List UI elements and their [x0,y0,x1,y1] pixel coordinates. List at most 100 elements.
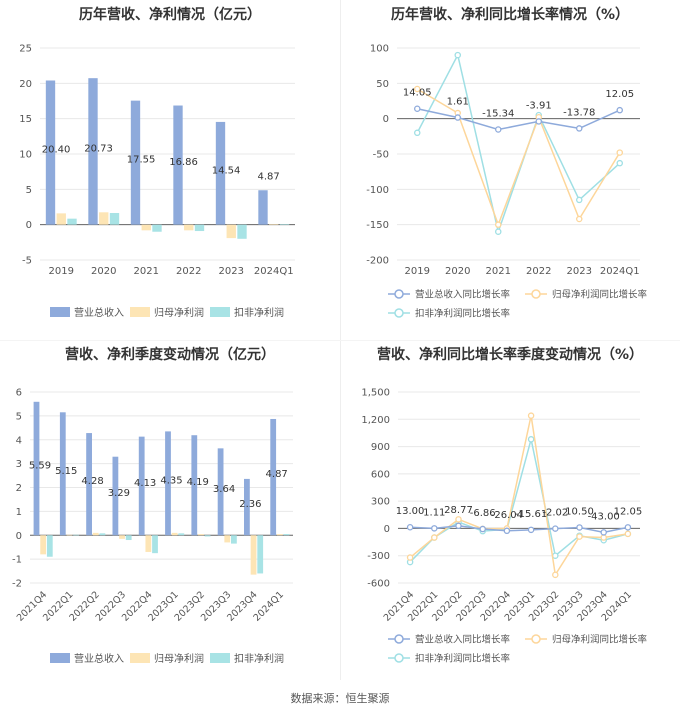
y-tick-label: 25 [19,44,32,55]
y-tick-label: 5 [26,185,32,196]
bar [141,224,151,231]
y-tick-label: 600 [371,469,390,480]
x-tick-label: 2024Q1 [254,266,294,277]
data-point [494,126,502,133]
data-point [455,516,462,523]
series-line [416,52,621,235]
chart-title: 历年营收、净利情况（亿元） [79,7,261,23]
bar [33,401,40,536]
data-label: 1.11 [423,507,445,518]
quarterly-revenue-profit-panel: 营收、净利季度变动情况（亿元） -2 -1 0 1 2 3 4 5 6 2021Q4 2022Q1 2… [0,340,340,680]
bar [258,190,268,225]
legend-marker [531,634,541,644]
bar [109,213,120,225]
data-label: 16.86 [169,157,198,168]
bar [138,436,145,536]
series-line [416,88,621,227]
data-label: 10.50 [565,506,594,517]
bar [184,224,194,231]
data-point [494,221,502,228]
data-label: -6.86 [470,508,496,519]
legend-swatch [130,307,150,317]
legend-swatch [50,653,70,663]
bar [224,535,231,543]
annual-revenue-profit-chart: -5 0 5 10 15 20 25 2019 2020 2021 2022 2023 2024Q1 20… [19,44,295,319]
data-point [527,436,535,443]
y-tick-label: 0 [26,220,32,231]
data-point [616,106,623,114]
data-point [494,228,502,235]
x-tick-label: 2021 [134,266,159,277]
data-point [616,159,623,167]
bar [165,431,171,536]
data-label: -3.91 [526,100,552,111]
bar [145,535,152,552]
data-point [600,534,607,541]
bar [231,535,237,544]
bar [244,478,250,536]
y-tick-label: 5 [16,411,22,422]
bar [112,456,119,536]
data-point [406,554,414,561]
legend-swatch [210,653,230,663]
bar [178,533,185,536]
legend-label: 归母净利润 [154,306,204,319]
x-tick-label: 2019 [49,266,74,277]
data-point [535,118,542,125]
bar [283,534,290,536]
data-point [552,525,559,532]
y-tick-label: 300 [371,497,390,508]
data-label: 3.64 [213,484,235,495]
chart-title: 营收、净利同比增长率季度变动情况（%） [376,347,644,363]
y-tick-label: -600 [367,579,390,590]
data-point [455,522,462,530]
data-label: -43.00 [588,511,620,522]
legend-swatch [50,307,70,317]
data-point [527,412,535,419]
data-label: 12.05 [614,506,643,517]
data-label: 20.40 [42,145,71,156]
data-label: -2.02 [542,508,568,519]
x-tick-label: 2020 [445,266,470,277]
bar [217,448,224,536]
data-point [414,105,421,112]
series-line [417,108,621,131]
data-label: 4.19 [187,477,209,488]
bar [56,213,66,225]
bar [152,224,162,232]
bar [67,218,77,225]
data-label: 14.54 [212,165,241,176]
legend-label: 扣非净利润同比增长率 [415,653,511,665]
bar [269,224,279,225]
data-label: 4.87 [266,469,288,480]
data-point [406,523,414,531]
bar [204,535,211,537]
x-tick-label: 2020 [91,266,116,277]
legend-marker [394,308,404,318]
data-label: 4.13 [134,478,156,489]
bar [40,535,47,555]
data-point [575,196,583,204]
bar [171,532,178,536]
bar [66,534,73,536]
quarterly-growth-panel: 营收、净利同比增长率季度变动情况（%） -600 -300 0 300 600 900 1,… [340,340,680,680]
data-point [575,125,583,132]
legend-marker [394,289,404,299]
data-point [624,524,632,531]
y-tick-label: 10 [19,150,32,161]
legend-label: 归母净利润同比增长率 [552,289,648,301]
y-tick-label: 4 [16,435,22,446]
annual-revenue-profit-panel: 历年营收、净利情况（亿元） -5 0 5 10 15 20 25 2019 2020 2021 20… [0,0,340,340]
bar [270,418,277,536]
bar [152,535,158,554]
y-tick-label: -1 [12,555,22,566]
data-source: 数据来源：恒生聚源 [290,692,390,705]
data-point [414,85,421,93]
data-point [431,534,438,541]
legend-marker [531,289,541,299]
x-tick-label: 2021 [486,266,511,277]
data-label: 2.36 [239,499,261,510]
legend-label: 归母净利润 [154,652,204,665]
y-tick-label: 900 [371,442,390,453]
data-label: 4.87 [257,171,279,182]
